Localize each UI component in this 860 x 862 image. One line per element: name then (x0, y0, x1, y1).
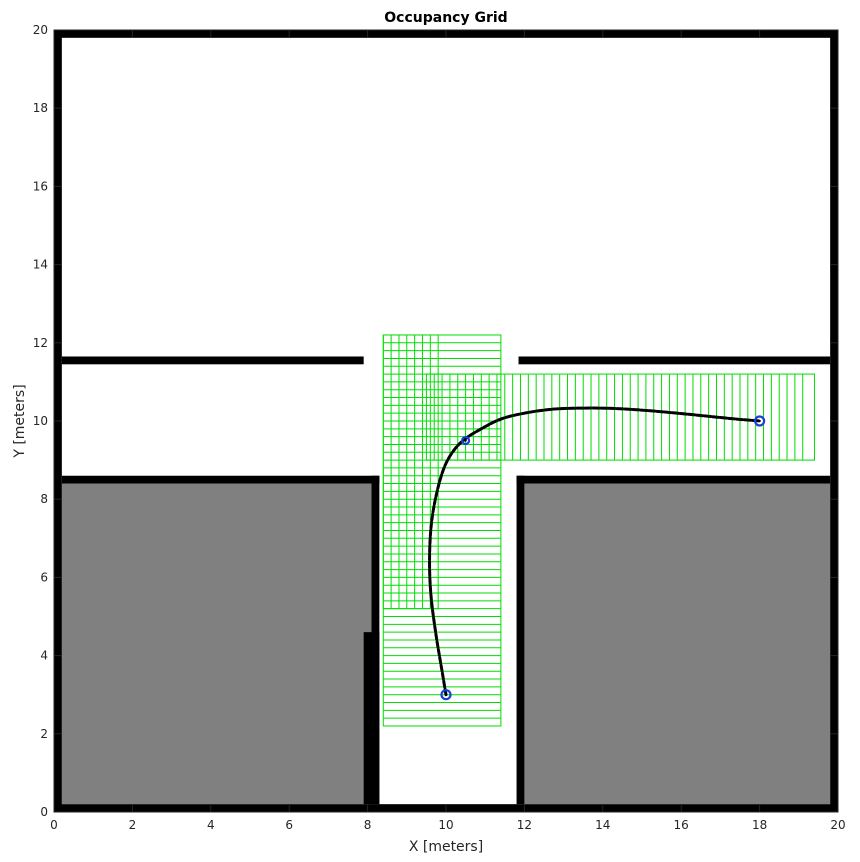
y-axis-label: Y [meters] (12, 384, 28, 458)
x-tick-label: 20 (830, 818, 845, 832)
wall (516, 475, 831, 484)
x-tick-label: 16 (674, 818, 689, 832)
wall (363, 632, 380, 805)
x-tick-label: 8 (364, 818, 372, 832)
x-tick-label: 2 (129, 818, 137, 832)
y-tick-label: 8 (40, 492, 48, 506)
y-tick-label: 0 (40, 805, 48, 819)
x-tick-label: 12 (517, 818, 532, 832)
path-layer (428, 406, 766, 701)
wall (516, 475, 525, 805)
chart-title: Occupancy Grid (384, 10, 507, 26)
waypoint-marker (753, 415, 766, 427)
x-tick-label: 4 (207, 818, 215, 832)
waypoint-marker (440, 689, 452, 701)
y-tick-label: 20 (33, 23, 48, 37)
search-region-outline (425, 373, 815, 461)
axes-layer: 0 2 4 6 8 10 12 14 16 18 20 0 2 4 6 8 10 12 14 16 18 20 (33, 23, 846, 832)
x-tick-label: 10 (438, 818, 453, 832)
waypoint-center (758, 419, 761, 423)
wall (518, 356, 831, 365)
unknown-region (524, 483, 831, 805)
x-tick-label: 0 (50, 818, 58, 832)
search-region-outline (382, 334, 439, 610)
planned-path (428, 406, 762, 697)
y-tick-label: 18 (33, 101, 48, 115)
y-tick-label: 6 (40, 570, 48, 584)
search-region (382, 334, 439, 610)
unknown-region (61, 483, 372, 805)
wall (61, 356, 364, 365)
y-tick-label: 14 (33, 258, 48, 272)
x-tick-label: 6 (285, 818, 293, 832)
waypoint-center (464, 439, 467, 442)
x-tick-label: 18 (752, 818, 767, 832)
x-tick-label: 14 (595, 818, 610, 832)
y-tick-label: 10 (33, 414, 48, 428)
search-region (425, 373, 815, 461)
wall (61, 475, 380, 484)
x-axis-label: X [meters] (409, 839, 483, 855)
waypoint-marker (461, 435, 471, 446)
y-tick-label: 16 (33, 179, 48, 193)
y-tick-label: 2 (40, 727, 48, 741)
waypoint-center (444, 693, 448, 696)
y-tick-label: 12 (33, 336, 48, 350)
y-tick-label: 4 (40, 649, 48, 663)
